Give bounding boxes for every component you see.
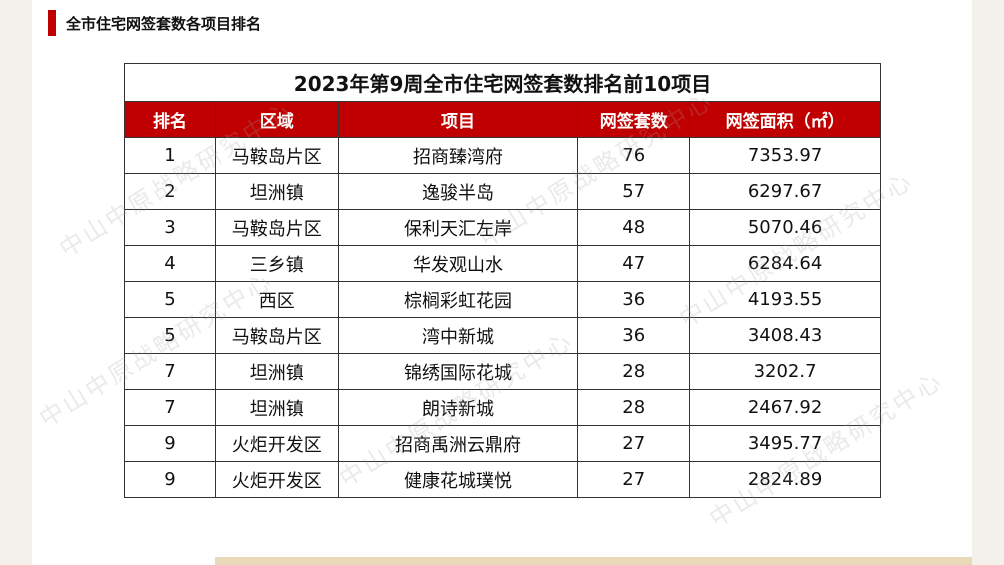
table-cell: 锦绣国际花城 [337,353,579,390]
table-cell: 47 [577,245,691,282]
table-cell: 3495.77 [689,425,881,462]
table-row: 9 火炬开发区 健康花城璞悦 27 2824.89 [124,461,881,498]
table-row: 4 三乡镇 华发观山水 47 6284.64 [124,245,881,282]
table-cell: 28 [577,353,691,390]
table-cell: 逸骏半岛 [337,173,579,210]
table-cell: 2467.92 [689,389,881,426]
table-cell: 9 [124,425,216,462]
table-cell: 76 [577,137,691,174]
table-cell: 7353.97 [689,137,881,174]
table-cell: 28 [577,389,691,426]
table-cell: 27 [577,461,691,498]
table-row: 7 坦洲镇 朗诗新城 28 2467.92 [124,389,881,426]
table-cell: 7 [124,353,216,390]
table-cell: 5 [124,317,216,354]
table-cell: 1 [124,137,216,174]
table-cell: 36 [577,317,691,354]
table-cell: 4 [124,245,216,282]
table-cell: 36 [577,281,691,318]
table-row: 5 马鞍岛片区 湾中新城 36 3408.43 [124,317,881,354]
table-cell: 4193.55 [689,281,881,318]
table-cell: 6284.64 [689,245,881,282]
table-cell: 华发观山水 [337,245,579,282]
table-cell: 57 [577,173,691,210]
table-cell: 保利天汇左岸 [337,209,579,246]
table-cell: 9 [124,461,216,498]
table-cell: 马鞍岛片区 [214,209,339,246]
table-cell: 坦洲镇 [214,389,339,426]
ranking-table: 2023年第9周全市住宅网签套数排名前10项目 排名 区域 项目 网签套数 网签面积（㎡… [124,63,881,498]
table-cell: 5070.46 [689,209,881,246]
table-cell: 马鞍岛片区 [214,137,339,174]
header-title: 全市住宅网签套数各项目排名 [66,15,262,33]
column-header: 网签面积（㎡） [689,101,881,138]
table-cell: 27 [577,425,691,462]
table-cell: 火炬开发区 [214,461,339,498]
column-header: 区域 [214,101,339,138]
table-cell: 2824.89 [689,461,881,498]
table-cell: 7 [124,389,216,426]
table-cell: 湾中新城 [337,317,579,354]
column-header: 排名 [124,101,216,138]
table-cell: 招商禹洲云鼎府 [337,425,579,462]
table-cell: 5 [124,281,216,318]
table-cell: 坦洲镇 [214,353,339,390]
column-header: 项目 [337,101,579,138]
table-cell: 3202.7 [689,353,881,390]
accent-bar [48,10,56,36]
table-cell: 马鞍岛片区 [214,317,339,354]
footer-strip [215,557,972,565]
table-row: 7 坦洲镇 锦绣国际花城 28 3202.7 [124,353,881,390]
table-cell: 三乡镇 [214,245,339,282]
table-title: 2023年第9周全市住宅网签套数排名前10项目 [124,63,881,102]
table-cell: 3 [124,209,216,246]
table-cell: 48 [577,209,691,246]
table-row: 9 火炬开发区 招商禹洲云鼎府 27 3495.77 [124,425,881,462]
table-row: 1 马鞍岛片区 招商臻湾府 76 7353.97 [124,137,881,174]
table-cell: 棕榈彩虹花园 [337,281,579,318]
table-cell: 坦洲镇 [214,173,339,210]
column-header: 网签套数 [577,101,691,138]
table-row: 5 西区 棕榈彩虹花园 36 4193.55 [124,281,881,318]
table-row: 2 坦洲镇 逸骏半岛 57 6297.67 [124,173,881,210]
table-cell: 西区 [214,281,339,318]
table-cell: 健康花城璞悦 [337,461,579,498]
table-cell: 朗诗新城 [337,389,579,426]
table-cell: 火炬开发区 [214,425,339,462]
table-cell: 6297.67 [689,173,881,210]
table-cell: 3408.43 [689,317,881,354]
table-row: 3 马鞍岛片区 保利天汇左岸 48 5070.46 [124,209,881,246]
table-cell: 2 [124,173,216,210]
table-cell: 招商臻湾府 [337,137,579,174]
